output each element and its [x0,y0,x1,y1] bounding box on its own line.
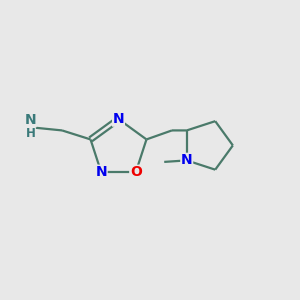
Text: O: O [130,165,142,179]
Text: N: N [113,112,124,126]
Text: N: N [95,165,107,179]
Text: N: N [25,113,36,127]
Text: H: H [26,127,35,140]
Text: N: N [181,153,193,167]
